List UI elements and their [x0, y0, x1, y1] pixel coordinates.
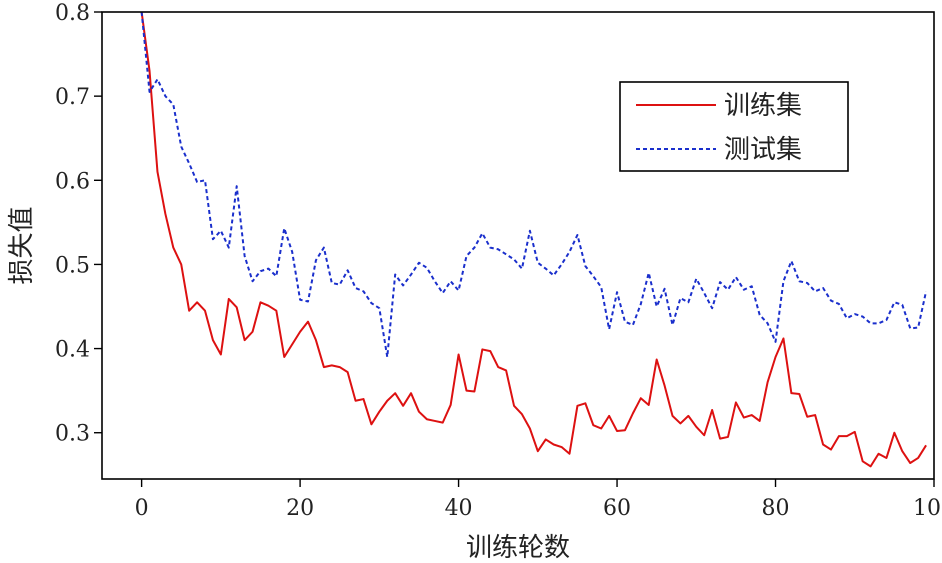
y-tick-label: 0.6	[55, 169, 90, 194]
plot-frame	[101, 11, 935, 480]
legend-label-train: 训练集	[724, 91, 802, 121]
x-axis-title: 训练轮数	[466, 533, 570, 563]
legend-label-test: 测试集	[724, 135, 802, 165]
test-loss-line	[140, 12, 928, 358]
y-tick-label: 0.7	[55, 85, 90, 110]
x-tick-label: 20	[286, 496, 314, 521]
legend: 训练集 测试集	[619, 81, 849, 172]
y-tick-label: 0.5	[55, 253, 90, 278]
x-tick-label: 60	[603, 496, 631, 521]
x-tick-label: 0	[135, 496, 149, 521]
y-tick-label: 0.8	[55, 1, 90, 26]
y-axis-title: 损失值	[7, 206, 37, 284]
x-tick-label: 40	[445, 496, 473, 521]
y-tick-label: 0.3	[55, 422, 90, 447]
x-tick-label: 80	[762, 496, 790, 521]
y-tick-label: 0.4	[55, 338, 90, 363]
axes: 0 20 40 60 80 100 0.3 0.4 0.5 0.6 0.7 0.8	[55, 1, 942, 521]
train-loss-line	[140, 12, 927, 468]
legend-box	[619, 81, 849, 172]
plot-area	[140, 12, 928, 468]
x-tick-label: 100	[913, 496, 942, 521]
